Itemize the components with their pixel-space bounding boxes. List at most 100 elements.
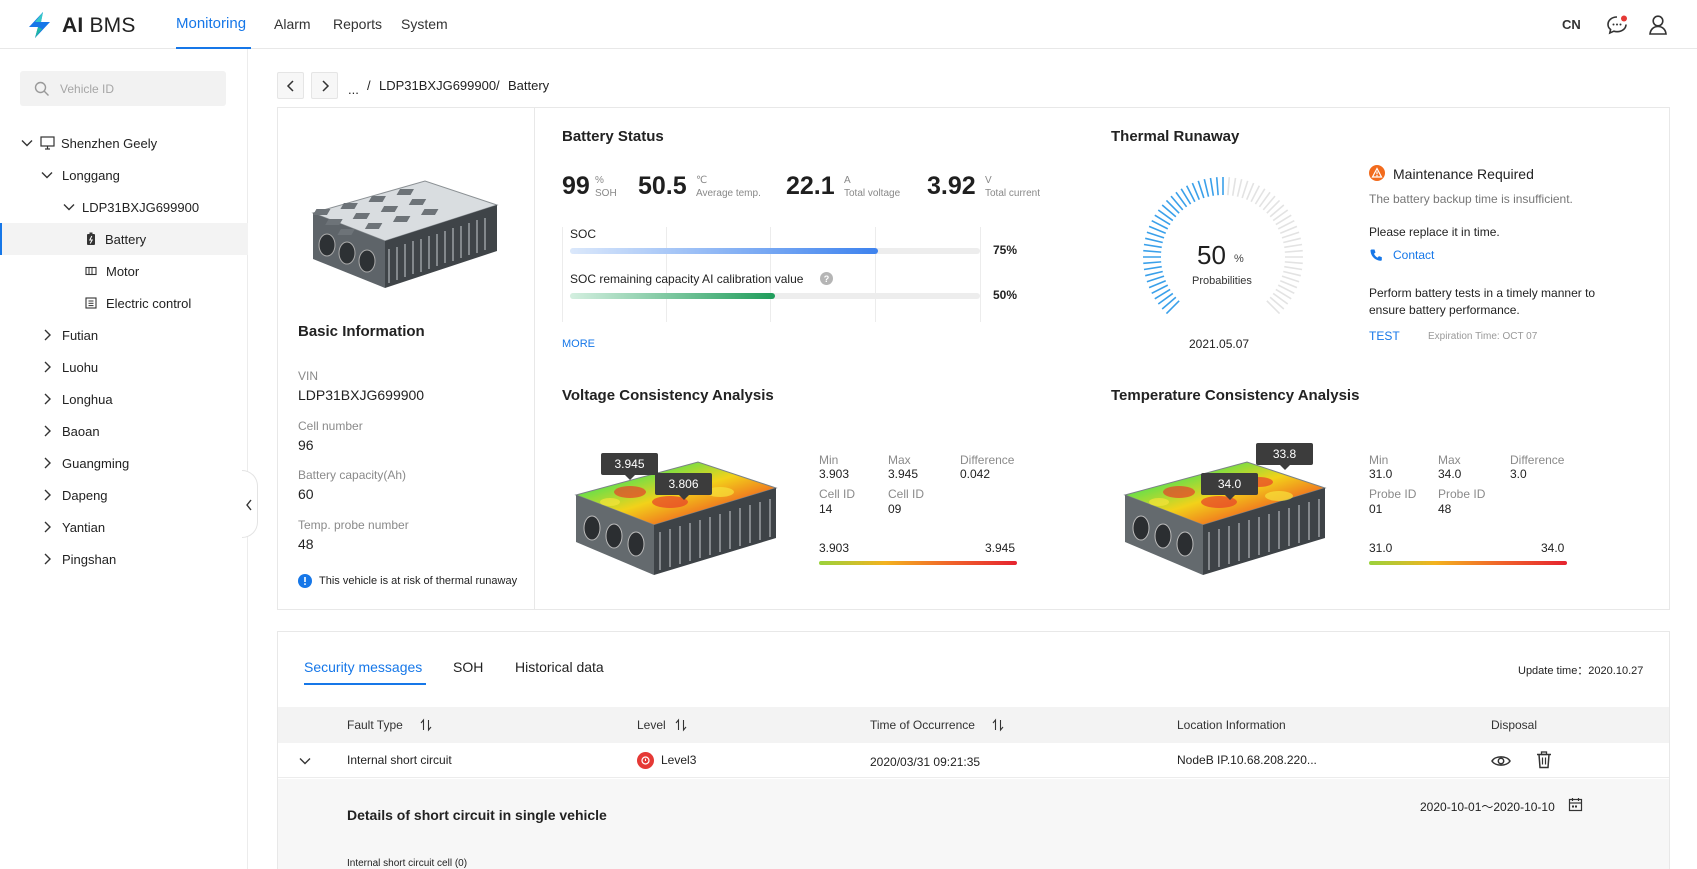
- eye-icon[interactable]: [1491, 753, 1511, 769]
- sidebar-collapse-button[interactable]: [242, 470, 258, 538]
- vin-value: LDP31BXJG699900: [298, 387, 425, 403]
- tab-soh[interactable]: SOH: [453, 659, 484, 675]
- chevron-right-icon[interactable]: [40, 392, 54, 406]
- overview-card: [277, 107, 1670, 610]
- control-icon: [85, 297, 97, 309]
- more-link[interactable]: MORE: [562, 338, 595, 350]
- gauge-tick: [1185, 185, 1196, 203]
- tree-label: Longhua: [62, 391, 113, 407]
- row-location: NodeB IP.10.68.208.220...: [1177, 753, 1317, 767]
- tab-security-messages[interactable]: Security messages: [304, 659, 423, 675]
- cell-number-label: Cell number: [298, 419, 363, 433]
- table-row[interactable]: [278, 743, 1669, 778]
- user-icon[interactable]: [1648, 14, 1668, 36]
- message-icon[interactable]: [1606, 14, 1628, 36]
- voltage-range-high: 3.945: [985, 541, 1016, 555]
- level-alert-icon: [637, 752, 654, 769]
- chevron-down-icon[interactable]: [20, 136, 34, 150]
- gauge-tick: [1277, 219, 1295, 230]
- contact-link[interactable]: Contact: [1393, 248, 1435, 262]
- sort-icon[interactable]: [991, 718, 1005, 732]
- tree-node-vehicle[interactable]: LDP31BXJG699900: [62, 191, 199, 223]
- details-title: Details of short circuit in single vehic…: [347, 807, 607, 823]
- back-button[interactable]: [277, 72, 304, 99]
- tree-node-pingshan[interactable]: Pingshan: [40, 543, 116, 575]
- tree-node-baoan[interactable]: Baoan: [40, 415, 100, 447]
- col-location: Location Information: [1177, 718, 1286, 732]
- gauge-tick: [1277, 284, 1295, 295]
- chevron-down-icon[interactable]: [298, 754, 312, 768]
- nav-system[interactable]: System: [401, 16, 448, 32]
- gauge-tick: [1236, 179, 1243, 197]
- chevron-right-icon[interactable]: [40, 360, 54, 374]
- tree-node-shenzhen-geely[interactable]: Shenzhen Geely: [20, 127, 157, 159]
- date-range[interactable]: 2020-10-01～2020-10-10: [1420, 800, 1555, 814]
- tree-node-longhua[interactable]: Longhua: [40, 383, 113, 415]
- tree-node-futian[interactable]: Futian: [40, 319, 98, 351]
- voltage-min-value: 3.903: [819, 467, 850, 481]
- tree-node-luohu[interactable]: Luohu: [40, 351, 98, 383]
- gauge-tick: [1284, 265, 1303, 271]
- col-level[interactable]: Level: [637, 718, 666, 732]
- gauge-tick: [1275, 214, 1292, 226]
- trash-icon[interactable]: [1536, 751, 1552, 769]
- voltage-min-cell-label: Cell ID: [819, 487, 856, 501]
- test-link[interactable]: TEST: [1369, 329, 1400, 343]
- nav-alarm[interactable]: Alarm: [274, 16, 311, 32]
- tree-label: Electric control: [106, 295, 192, 311]
- col-disposal: Disposal: [1491, 718, 1538, 732]
- tree-node-motor[interactable]: Motor: [85, 255, 139, 287]
- language-switch[interactable]: CN: [1562, 17, 1581, 32]
- soc-percent: 75%: [993, 243, 1018, 257]
- help-icon[interactable]: ?: [820, 272, 833, 285]
- tree-node-longgang[interactable]: Longgang: [40, 159, 120, 191]
- grid-line: [770, 227, 771, 322]
- monitor-icon: [40, 136, 55, 150]
- col-fault-type[interactable]: Fault Type: [347, 718, 403, 732]
- chevron-down-icon[interactable]: [62, 200, 76, 214]
- gauge-tick: [1284, 249, 1303, 253]
- chevron-right-icon[interactable]: [40, 520, 54, 534]
- gauge-tick: [1165, 300, 1180, 315]
- chevron-right-icon[interactable]: [40, 488, 54, 502]
- chevron-right-icon[interactable]: [40, 328, 54, 342]
- breadcrumb-vehicle[interactable]: LDP31BXJG699900: [379, 78, 497, 93]
- calendar-icon[interactable]: [1568, 797, 1583, 812]
- gauge-tick: [1161, 296, 1177, 310]
- tab-historical-data[interactable]: Historical data: [515, 659, 604, 675]
- tree-node-dapeng[interactable]: Dapeng: [40, 479, 108, 511]
- sort-icon[interactable]: [674, 718, 688, 732]
- battery-icon: [87, 232, 95, 245]
- sort-icon[interactable]: [419, 718, 433, 732]
- gauge-tick: [1154, 214, 1171, 226]
- voltage-max-value: 3.945: [888, 467, 919, 481]
- phone-icon[interactable]: [1369, 248, 1383, 262]
- soh-unit: %: [595, 175, 604, 186]
- tree-node-yantian[interactable]: Yantian: [40, 511, 105, 543]
- chevron-right-icon[interactable]: [40, 456, 54, 470]
- chevron-left-icon: [246, 499, 252, 511]
- forward-button[interactable]: [311, 72, 338, 99]
- chevron-right-icon[interactable]: [40, 552, 54, 566]
- gauge-tick: [1154, 288, 1171, 300]
- col-time-of-occurrence[interactable]: Time of Occurrence: [870, 718, 975, 732]
- chevron-down-icon[interactable]: [40, 168, 54, 182]
- tree-node-guangming[interactable]: Guangming: [40, 447, 129, 479]
- capacity-value: 60: [298, 486, 314, 502]
- chevron-right-icon[interactable]: [40, 424, 54, 438]
- probe-number-label: Temp. probe number: [298, 518, 409, 532]
- ai-calibration-bar-fill: [570, 293, 775, 299]
- divider: [534, 107, 535, 610]
- tree-node-battery[interactable]: Battery: [0, 223, 248, 255]
- tree-node-electric-control[interactable]: Electric control: [85, 287, 191, 319]
- row-time: 2020/03/31 09:21:35: [870, 755, 981, 769]
- breadcrumb-ellipsis[interactable]: ...: [348, 82, 359, 97]
- vehicle-search-input[interactable]: [60, 71, 220, 106]
- nav-monitoring[interactable]: Monitoring: [176, 15, 247, 32]
- cell-number-value: 96: [298, 437, 314, 453]
- warning-icon: [1369, 165, 1385, 181]
- vehicle-search[interactable]: [20, 71, 226, 106]
- voltage-diff-value: 0.042: [960, 467, 991, 481]
- nav-reports[interactable]: Reports: [333, 16, 383, 32]
- chevron-left-icon: [286, 80, 294, 92]
